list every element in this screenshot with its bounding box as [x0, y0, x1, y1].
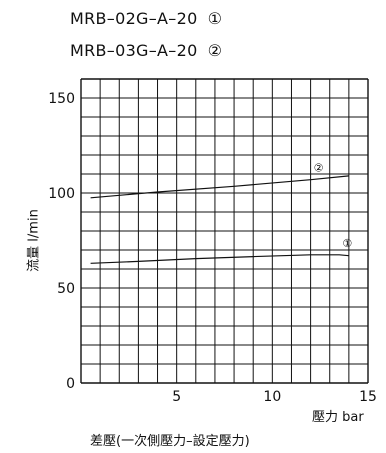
series-label-2: ② [314, 162, 324, 175]
y-tick-label: 100 [48, 186, 75, 202]
chart-caption: 差壓(一次側壓力–設定壓力) [90, 434, 250, 449]
legend-entry-2: MRB–03G–A–20 ② [70, 41, 222, 60]
legend-1-marker: ① [207, 9, 223, 28]
y-tick-label: 150 [48, 91, 75, 107]
x-tick-label: 5 [172, 389, 181, 405]
legend-2-text: MRB–03G–A–20 [70, 41, 198, 60]
series-label-1: ① [342, 237, 352, 250]
legend-1-text: MRB–02G–A–20 [70, 9, 198, 28]
x-axis-label: 壓力 bar [312, 410, 364, 425]
y-tick-label: 50 [57, 281, 75, 297]
legend-entry-1: MRB–02G–A–20 ① [70, 9, 222, 28]
x-tick-label: 15 [359, 389, 377, 405]
legend-2-marker: ② [207, 41, 223, 60]
tick-labels: 0 50 100 150 5 10 15 [48, 91, 377, 405]
chart-grid [80, 78, 369, 384]
x-tick-label: 10 [263, 389, 281, 405]
y-tick-label: 0 [66, 376, 75, 392]
series-line-1 [90, 254, 349, 264]
series-line-2 [90, 175, 349, 199]
series-lines: ①② [90, 162, 352, 264]
